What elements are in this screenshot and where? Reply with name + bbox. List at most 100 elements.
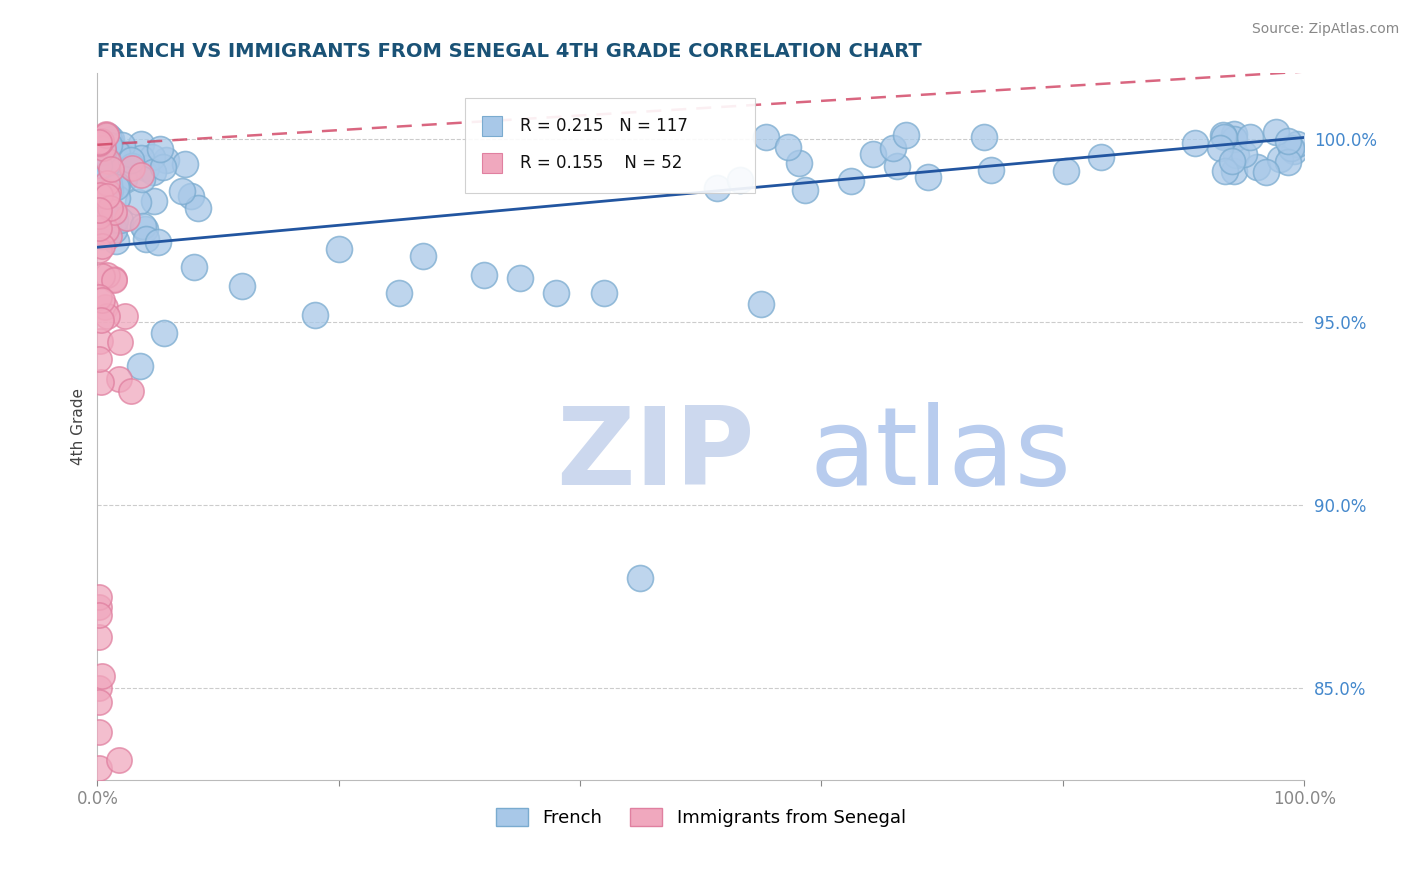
Point	[776, 140, 799, 154]
Point	[115, 153, 138, 168]
Point	[90, 156, 112, 170]
Point	[152, 326, 174, 341]
Point	[89, 334, 111, 348]
Point	[89, 188, 111, 202]
Point	[1090, 150, 1112, 164]
Point	[87, 136, 110, 151]
Point	[131, 172, 153, 186]
Point	[97, 153, 120, 167]
Point	[896, 128, 918, 143]
Point	[105, 234, 128, 248]
Point	[155, 153, 177, 167]
Point	[142, 165, 165, 179]
Point	[96, 177, 118, 191]
Point	[114, 309, 136, 323]
Point	[96, 128, 118, 142]
Point	[87, 681, 110, 695]
Point	[103, 150, 125, 164]
Point	[129, 151, 152, 165]
Point	[794, 183, 817, 197]
Point	[100, 161, 122, 176]
Point	[96, 209, 118, 223]
Point	[1239, 130, 1261, 145]
Point	[1277, 155, 1299, 169]
Point	[97, 220, 120, 235]
Point	[630, 571, 652, 585]
Point	[104, 180, 127, 194]
Point	[1184, 136, 1206, 150]
Point	[98, 177, 121, 191]
Point	[120, 153, 142, 168]
Point	[90, 134, 112, 148]
Point	[143, 194, 166, 208]
Text: atlas: atlas	[810, 401, 1071, 508]
Point	[98, 157, 121, 171]
Point	[91, 145, 114, 160]
Point	[87, 608, 110, 623]
Point	[94, 140, 117, 154]
Point	[87, 761, 110, 775]
Point	[706, 180, 728, 194]
Point	[107, 149, 129, 163]
Text: Source: ZipAtlas.com: Source: ZipAtlas.com	[1251, 22, 1399, 37]
Point	[412, 249, 434, 263]
Point	[1209, 141, 1232, 155]
Point	[980, 163, 1002, 178]
Point	[141, 150, 163, 164]
Point	[104, 212, 127, 227]
Text: R = 0.215   N = 117: R = 0.215 N = 117	[520, 118, 688, 136]
Point	[127, 194, 149, 209]
Point	[728, 172, 751, 186]
Point	[98, 201, 121, 215]
Point	[882, 141, 904, 155]
Point	[87, 160, 110, 174]
Point	[97, 162, 120, 177]
Point	[103, 272, 125, 286]
Point	[107, 371, 129, 385]
Point	[1223, 164, 1246, 178]
Point	[108, 334, 131, 349]
Point	[90, 313, 112, 327]
Point	[841, 174, 863, 188]
Legend: French, Immigrants from Senegal: French, Immigrants from Senegal	[488, 800, 912, 834]
Point	[90, 183, 112, 197]
Point	[593, 285, 616, 300]
Point	[509, 271, 531, 285]
Point	[1277, 134, 1299, 148]
Point	[89, 209, 111, 223]
Point	[1225, 148, 1247, 162]
Point	[152, 161, 174, 175]
Point	[94, 128, 117, 142]
Point	[91, 144, 114, 158]
Point	[98, 183, 121, 197]
Point	[135, 161, 157, 175]
Point	[97, 185, 120, 199]
Point	[96, 309, 118, 323]
Point	[755, 130, 778, 145]
Point	[87, 600, 110, 615]
Point	[149, 142, 172, 156]
Point	[1232, 146, 1254, 161]
Point	[87, 695, 110, 709]
Point	[90, 375, 112, 389]
Point	[1223, 128, 1246, 142]
Point	[100, 145, 122, 160]
Point	[103, 205, 125, 219]
Point	[108, 753, 131, 767]
Point	[90, 151, 112, 165]
Point	[87, 159, 110, 173]
Point	[1246, 160, 1268, 174]
Point	[87, 155, 110, 169]
Point	[96, 189, 118, 203]
Point	[111, 137, 134, 152]
Point	[1222, 132, 1244, 146]
Point	[90, 229, 112, 244]
Point	[472, 268, 495, 282]
Point	[173, 157, 195, 171]
Point	[1213, 164, 1236, 178]
Point	[917, 169, 939, 184]
Point	[117, 211, 139, 225]
Point	[103, 273, 125, 287]
Point	[110, 148, 132, 162]
Point	[97, 156, 120, 170]
